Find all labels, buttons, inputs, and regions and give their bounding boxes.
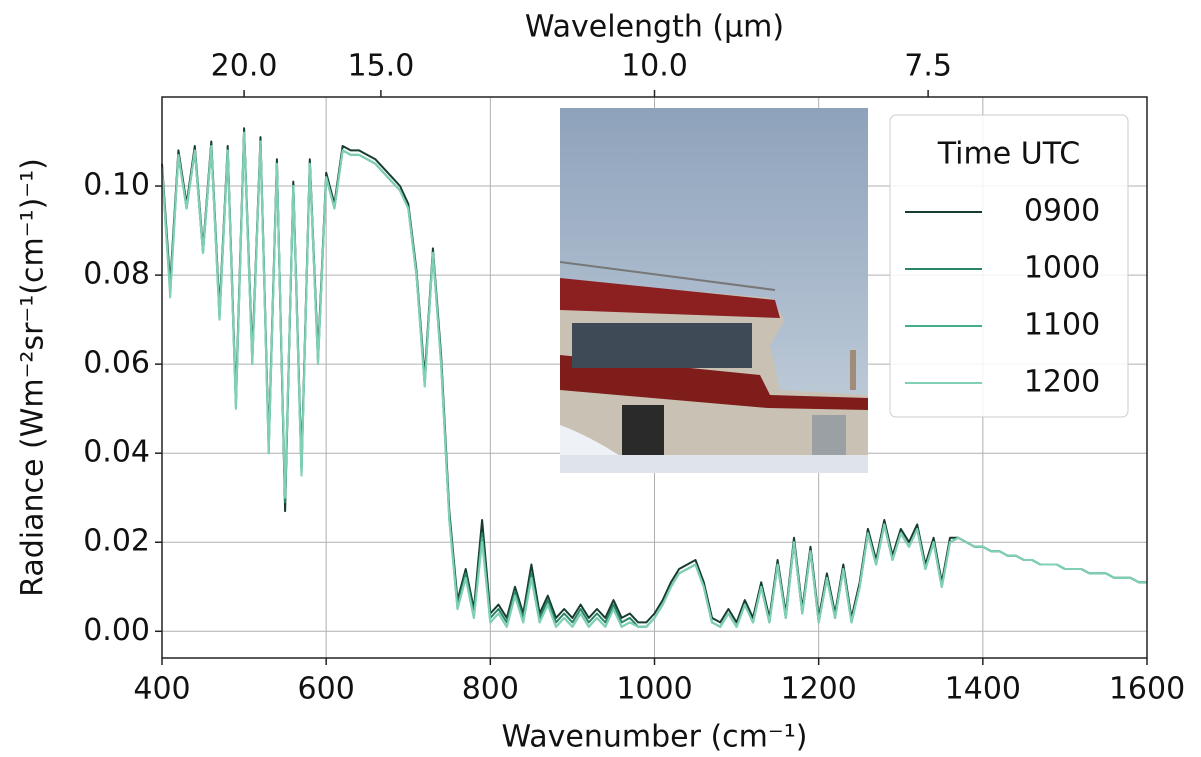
y-tick-label: 0.00 [83,613,150,648]
legend-label: 1200 [1024,365,1100,400]
x-tick-label: 400 [133,672,190,707]
photo-door [622,405,664,455]
photo-garage [812,415,846,455]
x2-tick-label: 20.0 [211,49,278,84]
y-tick-label: 0.02 [83,524,150,559]
x-axis-label: Wavenumber (cm⁻¹) [502,720,808,755]
photo-chimney [850,350,856,390]
legend-title: Time UTC [937,137,1080,172]
plot-area: 400 600 800 1000 1200 1400 1600 0.00 0.02 0.04 0.0… [16,10,1186,755]
inset-photo [559,108,868,473]
y-tick-label: 0.10 [83,168,150,203]
x-tick-label: 1200 [780,672,856,707]
x-tick-label: 1400 [945,672,1021,707]
x-tick-label: 800 [462,672,519,707]
legend-label: 1000 [1024,251,1100,286]
x-tick-label: 1000 [616,672,692,707]
x2-tick-label: 10.0 [621,49,688,84]
y-tick-label: 0.04 [83,435,150,470]
y-tick-label: 0.08 [83,257,150,292]
photo-rail [559,261,776,291]
photo-ground [560,455,868,473]
y-tick-label: 0.06 [83,346,150,381]
axes-frame [161,96,1148,659]
photo-band [560,355,868,410]
y-axis-label: Radiance (Wm⁻²sr⁻¹(cm⁻¹)⁻¹) [16,158,51,597]
series-line [161,131,1147,628]
x2-axis-label: Wavelength (μm) [525,10,784,45]
x-tick-label: 600 [298,672,355,707]
x2-tick-label: 7.5 [904,49,952,84]
x-tick-label: 1600 [1109,672,1185,707]
x2-tick-label: 15.0 [347,49,414,84]
legend-label: 1100 [1024,308,1100,343]
photo-windows [572,323,752,368]
legend-label: 0900 [1024,194,1100,229]
legend: Time UTC 0900 1000 1100 1200 [889,114,1129,418]
photo-roof [560,278,780,318]
legend-box [889,114,1129,418]
